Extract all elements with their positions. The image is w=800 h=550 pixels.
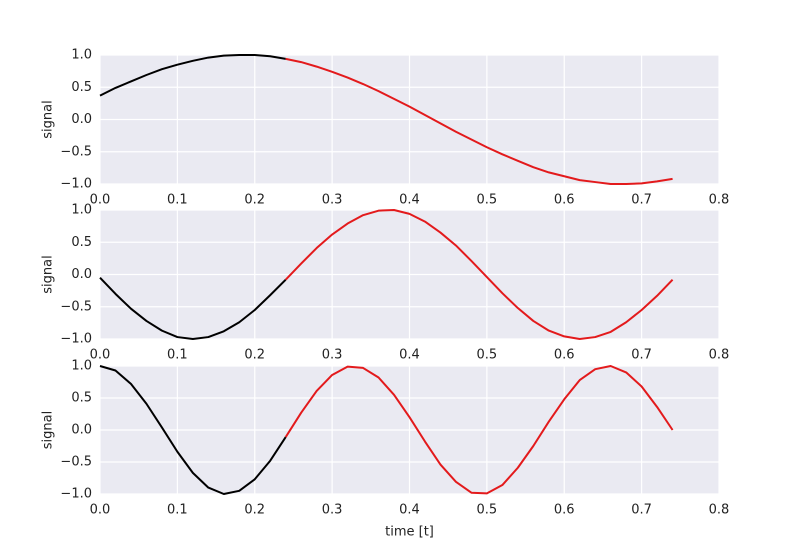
y-tick-label: −1.0	[60, 177, 92, 192]
x-tick-label: 0.6	[554, 503, 575, 518]
x-tick-label: 0.8	[709, 193, 730, 208]
series-line	[284, 365, 674, 495]
x-tick-label: 0.2	[244, 503, 265, 518]
y-tick-label: 1.0	[71, 359, 92, 374]
x-tick-label: 0.5	[477, 348, 498, 363]
x-axis-label: time [t]	[385, 525, 434, 540]
x-tick-label: 0.5	[477, 193, 498, 208]
y-axis-label: signal	[41, 255, 56, 293]
y-tick-label: 0.0	[71, 423, 92, 438]
x-tick-label: 0.2	[244, 348, 265, 363]
series-line	[284, 209, 674, 340]
x-tick-label: 0.6	[554, 193, 575, 208]
x-tick-label: 0.8	[709, 348, 730, 363]
y-tick-label: 0.5	[71, 235, 92, 250]
y-axis-label: signal	[41, 100, 56, 138]
x-tick-label: 0.2	[244, 193, 265, 208]
x-tick-label: 0.3	[322, 348, 343, 363]
x-tick-label: 0.0	[90, 348, 111, 363]
y-tick-label: −1.0	[60, 487, 92, 502]
x-tick-label: 0.3	[322, 193, 343, 208]
x-tick-label: 0.1	[167, 193, 188, 208]
y-tick-label: −1.0	[60, 332, 92, 347]
x-tick-label: 0.5	[477, 503, 498, 518]
y-tick-label: 0.5	[71, 391, 92, 406]
series-line	[99, 54, 286, 97]
x-tick-label: 0.3	[322, 503, 343, 518]
series-line	[285, 57, 673, 185]
y-tick-label: 1.0	[71, 48, 92, 63]
y-tick-label: 0.0	[71, 267, 92, 282]
y-tick-label: −0.5	[60, 144, 92, 159]
x-tick-label: 0.4	[399, 348, 420, 363]
x-tick-label: 0.7	[631, 348, 652, 363]
x-tick-label: 0.0	[90, 503, 111, 518]
x-tick-label: 0.1	[167, 348, 188, 363]
series-line	[99, 277, 287, 340]
x-tick-label: 0.1	[167, 503, 188, 518]
x-tick-label: 0.4	[399, 503, 420, 518]
x-tick-label: 0.6	[554, 348, 575, 363]
x-tick-label: 0.0	[90, 193, 111, 208]
x-tick-label: 0.8	[709, 503, 730, 518]
series-line	[99, 365, 287, 495]
y-tick-label: 0.0	[71, 112, 92, 127]
y-tick-label: −0.5	[60, 455, 92, 470]
y-tick-label: 0.5	[71, 80, 92, 95]
x-tick-label: 0.7	[631, 503, 652, 518]
y-tick-label: 1.0	[71, 203, 92, 218]
y-axis-label: signal	[41, 411, 56, 449]
x-tick-label: 0.7	[631, 193, 652, 208]
y-tick-label: −0.5	[60, 299, 92, 314]
x-tick-label: 0.4	[399, 193, 420, 208]
